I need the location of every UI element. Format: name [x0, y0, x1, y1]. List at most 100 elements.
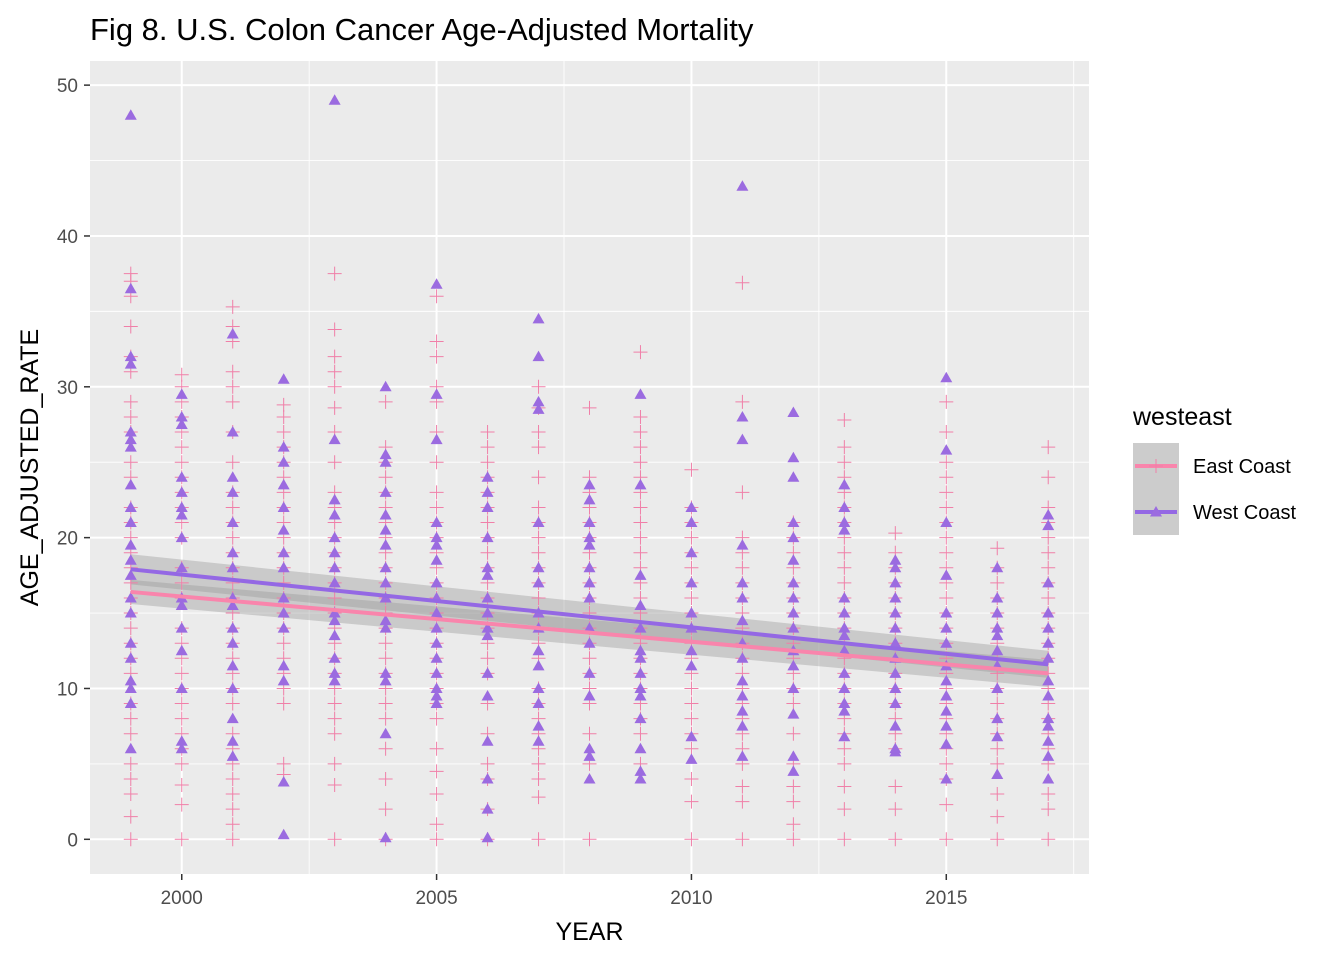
triangle-point: [940, 720, 953, 731]
triangle-point: [532, 682, 545, 693]
triangle-point: [583, 637, 596, 648]
plus-point: [888, 832, 903, 847]
triangle-point: [838, 697, 851, 709]
triangle-point: [1042, 519, 1055, 531]
triangle-point: [481, 772, 494, 784]
plus-point: [735, 275, 750, 290]
triangle-point: [430, 388, 443, 399]
plus-point: [531, 545, 546, 560]
plus-point: [327, 832, 342, 847]
plus-point: [123, 756, 138, 771]
plus-point: [225, 771, 240, 786]
plus-point: [939, 756, 954, 771]
plus-point: [276, 425, 291, 440]
plus-point: [990, 832, 1005, 847]
triangle-point: [430, 554, 443, 565]
triangle-point: [1042, 712, 1055, 724]
triangle-point: [787, 591, 800, 603]
plus-point: [225, 787, 240, 802]
triangle-point: [736, 690, 749, 701]
triangle-point: [226, 599, 239, 611]
plus-point: [429, 455, 444, 470]
plus-point: [1041, 440, 1056, 455]
plus-point: [735, 832, 750, 847]
plus-point: [786, 817, 801, 832]
triangle-point: [685, 546, 698, 558]
triangle-point: [481, 486, 494, 497]
triangle-point: [226, 682, 239, 693]
triangle-point: [226, 712, 239, 724]
plus-point: [939, 455, 954, 470]
plus-point: [174, 666, 189, 681]
triangle-point: [124, 516, 137, 528]
triangle-point: [124, 539, 137, 550]
triangle-point: [1042, 674, 1055, 686]
triangle-point: [991, 682, 1004, 693]
triangle-point: [787, 750, 800, 761]
plus-point: [531, 425, 546, 440]
plus-point: [225, 696, 240, 711]
plus-point: [174, 455, 189, 470]
triangle-point: [940, 738, 953, 749]
triangle-point: [634, 772, 647, 784]
plus-point: [429, 349, 444, 364]
triangle-point: [379, 456, 392, 467]
triangle-point: [124, 607, 137, 618]
triangle-point: [634, 742, 647, 754]
legend-key-plus: [1149, 459, 1163, 473]
triangle-point: [277, 607, 290, 618]
triangle-point: [685, 607, 698, 618]
triangle-point: [991, 591, 1004, 603]
triangle-point: [430, 637, 443, 648]
triangle-point: [736, 674, 749, 686]
triangle-point: [685, 644, 698, 656]
x-tick-label: 2000: [161, 888, 203, 909]
triangle-point: [838, 730, 851, 742]
triangle-point: [889, 554, 902, 565]
triangle-point: [889, 576, 902, 588]
plus-point: [429, 787, 444, 802]
triangle-point: [838, 682, 851, 693]
triangle-point: [175, 531, 188, 543]
plus-point: [225, 530, 240, 545]
triangle-point: [1042, 750, 1055, 761]
triangle-point: [991, 768, 1004, 779]
triangle-point: [277, 591, 290, 603]
triangle-point: [226, 735, 239, 746]
plus-point: [123, 809, 138, 824]
triangle-point: [277, 373, 290, 384]
plus-point: [225, 394, 240, 409]
plus-point: [378, 741, 393, 756]
triangle-point: [685, 576, 698, 588]
triangle-point: [583, 772, 596, 784]
y-tick-label: 10: [57, 679, 78, 700]
triangle-point: [787, 554, 800, 565]
plus-point: [837, 545, 852, 560]
plus-point: [837, 455, 852, 470]
plus-point: [633, 530, 648, 545]
triangle-point: [583, 690, 596, 701]
plus-point: [327, 379, 342, 394]
plus-point: [174, 756, 189, 771]
triangle-point: [838, 591, 851, 603]
triangle-point: [430, 531, 443, 543]
triangle-point: [532, 395, 545, 407]
triangle-point: [124, 682, 137, 693]
triangle-point: [532, 644, 545, 656]
triangle-point: [124, 742, 137, 754]
plus-point: [786, 779, 801, 794]
triangle-point: [583, 667, 596, 678]
plus-point: [531, 590, 546, 605]
plus-point: [990, 575, 1005, 590]
triangle-point: [430, 539, 443, 550]
plus-point: [123, 711, 138, 726]
triangle-point: [787, 531, 800, 543]
triangle-point: [226, 659, 239, 671]
plus-point: [684, 771, 699, 786]
triangle-point: [889, 720, 902, 731]
triangle-point: [940, 772, 953, 784]
triangle-point: [328, 652, 341, 663]
triangle-point: [1042, 509, 1055, 520]
triangle-point: [430, 667, 443, 678]
triangle-point: [1042, 690, 1055, 701]
